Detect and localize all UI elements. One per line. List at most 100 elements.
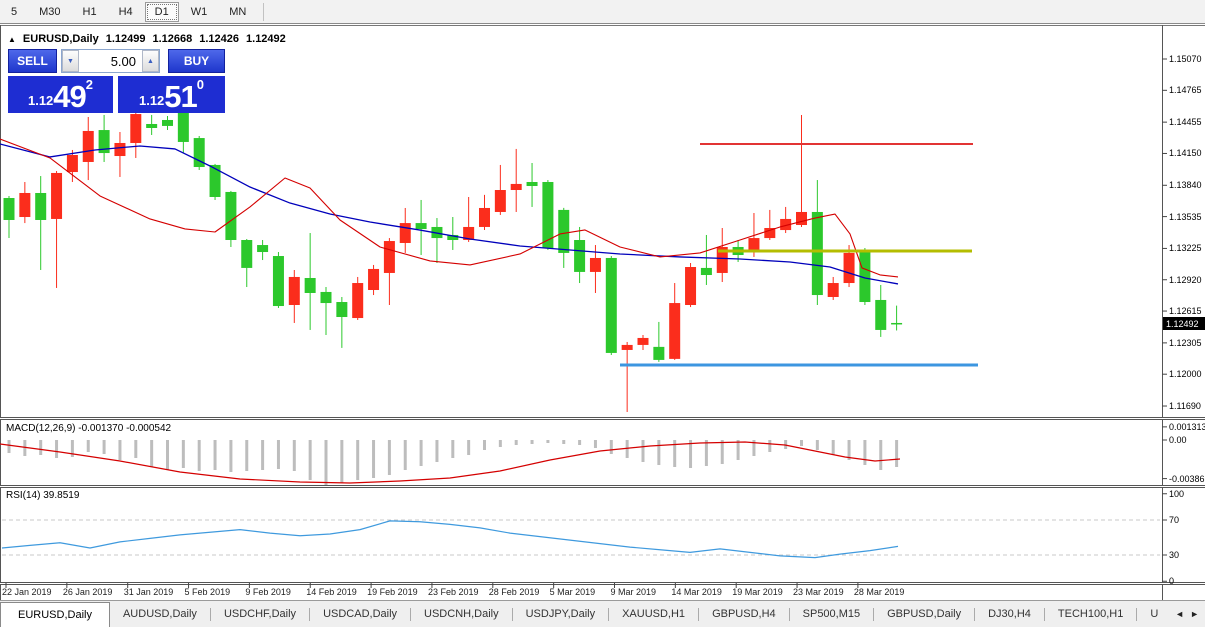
tab-sp500-m15[interactable]: SP500,M15 bbox=[802, 608, 861, 620]
ohlc-high: 1.12668 bbox=[152, 33, 193, 45]
price-axis-label: 1.14455 bbox=[1169, 117, 1202, 128]
rsi-label: RSI(14) 39.8519 bbox=[6, 490, 80, 501]
timeframe-button-w1[interactable]: W1 bbox=[190, 5, 208, 18]
chart-tab-bar: EURUSD,Daily AUDUSD,Daily USDCHF,Daily USDC… bbox=[0, 600, 1205, 627]
bid-price-box[interactable]: 1.12 49 2 bbox=[8, 76, 113, 113]
rsi-axis-label: 70 bbox=[1169, 515, 1180, 525]
bid-point: 2 bbox=[85, 77, 94, 92]
price-axis-label: 1.13840 bbox=[1169, 180, 1202, 191]
price-axis-label: 1.12305 bbox=[1169, 337, 1202, 348]
tab-separator bbox=[1043, 607, 1045, 621]
tab-u[interactable]: U bbox=[1150, 608, 1159, 620]
macd-panel-divider[interactable] bbox=[0, 417, 1205, 420]
tab-gbpusd-daily[interactable]: GBPUSD,Daily bbox=[887, 608, 962, 620]
tab-separator bbox=[974, 607, 976, 621]
tab-dj30-h4[interactable]: DJ30,H4 bbox=[988, 608, 1031, 620]
price-axis-label: 1.12615 bbox=[1169, 306, 1202, 317]
tab-eurusd-daily[interactable]: EURUSD,Daily bbox=[0, 602, 110, 627]
rsi-panel-divider[interactable] bbox=[0, 485, 1205, 488]
volume-increase-button[interactable]: ▲ bbox=[142, 50, 159, 72]
timeframe-button-5[interactable]: 5 bbox=[11, 5, 18, 18]
bid-pips: 49 bbox=[53, 78, 86, 114]
tab-gbpusd-h4[interactable]: GBPUSD,H4 bbox=[712, 608, 776, 620]
date-axis-label: 14 Feb 2019 bbox=[306, 587, 357, 597]
chart-symbol: EURUSD,Daily bbox=[22, 33, 99, 45]
tab-separator bbox=[1136, 607, 1138, 621]
macd-axis-label: 0.00 bbox=[1169, 435, 1187, 445]
timeframe-toolbar: 5 M30 H1 H4 D1 W1 MN bbox=[0, 0, 1205, 24]
macd-axis-label: -0.00386 bbox=[1169, 473, 1205, 484]
timeframe-button-m30[interactable]: M30 bbox=[39, 5, 61, 18]
current-price-tag: 1.12492 bbox=[1163, 317, 1205, 331]
date-axis-label: 23 Mar 2019 bbox=[793, 587, 844, 597]
ohlc-close: 1.12492 bbox=[246, 33, 286, 45]
date-axis-label: 19 Feb 2019 bbox=[367, 587, 418, 597]
price-axis-label: 1.13535 bbox=[1169, 211, 1202, 222]
tab-usdjpy-daily[interactable]: USDJPY,Daily bbox=[525, 608, 596, 620]
ask-price-box[interactable]: 1.12 51 0 bbox=[118, 76, 225, 113]
bid-prefix: 1.12 bbox=[27, 93, 54, 108]
collapse-panel-icon[interactable]: ▲ bbox=[8, 34, 16, 44]
chart-top-border bbox=[0, 25, 1205, 26]
date-axis-label: 28 Mar 2019 bbox=[853, 587, 905, 597]
date-axis-label: 9 Mar 2019 bbox=[610, 587, 657, 597]
date-axis-divider bbox=[0, 582, 1205, 585]
toolbar-separator bbox=[263, 2, 265, 21]
price-axis-label: 1.13225 bbox=[1169, 243, 1202, 254]
rsi-axis-label: 100 bbox=[1169, 488, 1185, 499]
date-axis-label: 19 Mar 2019 bbox=[732, 587, 783, 597]
tab-separator bbox=[209, 607, 211, 621]
tab-separator bbox=[608, 607, 610, 621]
ohlc-low: 1.12426 bbox=[199, 33, 240, 45]
date-axis-label: 9 Feb 2019 bbox=[245, 587, 291, 597]
macd-label: MACD(12,26,9) -0.001370 -0.000542 bbox=[6, 423, 172, 434]
tab-separator bbox=[788, 607, 790, 621]
tab-usdcnh-daily[interactable]: USDCNH,Daily bbox=[424, 608, 499, 620]
price-axis-label: 1.11690 bbox=[1169, 401, 1201, 412]
date-axis-label: 31 Jan 2019 bbox=[123, 587, 174, 597]
price-axis-label: 1.14765 bbox=[1169, 85, 1202, 96]
timeframe-button-h4[interactable]: H4 bbox=[118, 5, 133, 18]
chart-ohlc-header: ▲ EURUSD,Daily 1.12499 1.12668 1.12426 1… bbox=[8, 33, 286, 45]
price-axis-label: 1.12000 bbox=[1169, 369, 1202, 380]
price-axis-label: 1.15070 bbox=[1169, 54, 1202, 64]
tab-scroll-left-icon[interactable]: ◄ bbox=[1175, 609, 1185, 619]
ask-prefix: 1.12 bbox=[138, 93, 165, 108]
rsi-axis-label: 30 bbox=[1169, 550, 1180, 560]
macd-axis-label: 0.001313 bbox=[1169, 421, 1205, 432]
timeframe-button-d1[interactable]: D1 bbox=[144, 1, 179, 22]
date-axis-label: 23 Feb 2019 bbox=[427, 587, 479, 597]
timeframe-button-mn[interactable]: MN bbox=[229, 5, 247, 18]
tab-separator bbox=[410, 607, 412, 621]
ask-pips: 51 bbox=[164, 78, 197, 114]
date-axis-label: 28 Feb 2019 bbox=[488, 587, 540, 597]
volume-spinner: ▼ 5.00 ▲ bbox=[61, 49, 160, 73]
tab-separator bbox=[698, 607, 700, 621]
timeframe-button-h1[interactable]: H1 bbox=[82, 5, 97, 18]
tab-scroll-right-icon[interactable]: ► bbox=[1190, 609, 1199, 619]
one-click-trading-panel: SELL ▼ 5.00 ▲ BUY 1.12 49 2 1.12 51 0 bbox=[8, 49, 225, 113]
tab-separator bbox=[873, 607, 875, 621]
tab-scroll-arrows: ◄ ► bbox=[1175, 601, 1205, 627]
date-axis-label: 26 Jan 2019 bbox=[62, 587, 113, 597]
date-axis-label: 14 Mar 2019 bbox=[671, 587, 722, 597]
tab-separator bbox=[511, 607, 513, 621]
volume-decrease-button[interactable]: ▼ bbox=[62, 50, 79, 72]
buy-button[interactable]: BUY bbox=[168, 49, 225, 73]
price-axis-border bbox=[1162, 25, 1163, 600]
tab-audusd-daily[interactable]: AUDUSD,Daily bbox=[122, 608, 197, 620]
price-axis-label: 1.12920 bbox=[1169, 274, 1202, 285]
price-axis-label: 1.14150 bbox=[1169, 148, 1202, 159]
ask-point: 0 bbox=[196, 77, 205, 92]
chart-left-border bbox=[0, 25, 1, 600]
tab-usdchf-daily[interactable]: USDCHF,Daily bbox=[223, 608, 297, 620]
sell-button[interactable]: SELL bbox=[8, 49, 57, 73]
tab-tech100-h1[interactable]: TECH100,H1 bbox=[1057, 608, 1124, 620]
tab-usdcad-daily[interactable]: USDCAD,Daily bbox=[323, 608, 398, 620]
date-axis-label: 5 Feb 2019 bbox=[184, 587, 231, 597]
rsi-axis-label: 0 bbox=[1169, 576, 1175, 587]
tab-xauusd-h1[interactable]: XAUUSD,H1 bbox=[622, 608, 686, 620]
volume-input[interactable]: 5.00 bbox=[110, 53, 136, 69]
date-axis-label: 5 Mar 2019 bbox=[549, 587, 596, 597]
